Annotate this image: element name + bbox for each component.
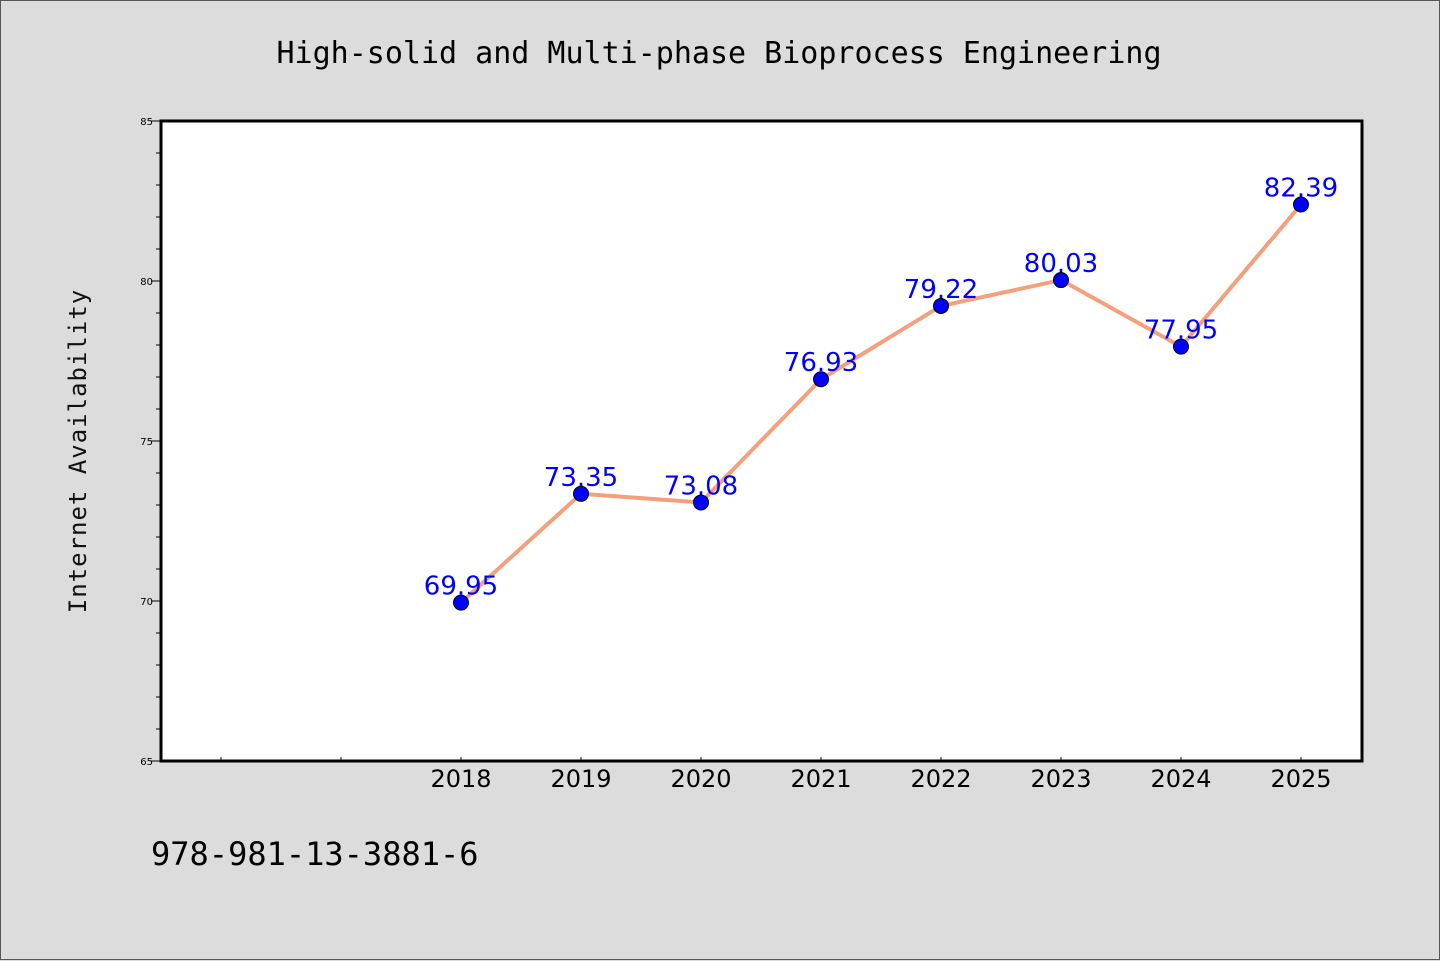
data-point [933, 297, 949, 314]
data-label: 77.95 [1144, 316, 1218, 346]
y-axis-label: Internet Availability [64, 289, 92, 613]
data-point [813, 371, 829, 388]
y-tick-label: 85 [140, 117, 153, 128]
data-point [573, 485, 589, 502]
x-tick-label: 2020 [670, 765, 731, 793]
y-tick-label: 70 [140, 597, 153, 608]
data-point [1173, 338, 1189, 355]
x-tick-label: 2023 [1030, 765, 1091, 793]
y-tick-label: 75 [140, 437, 153, 448]
data-label: 80.03 [1024, 249, 1098, 279]
data-label: 79.22 [904, 275, 978, 305]
series-line [459, 202, 1303, 605]
data-label: 69.95 [424, 572, 498, 602]
x-tick-label: 2024 [1150, 765, 1211, 793]
data-label: 76.93 [784, 348, 858, 378]
x-tick-label: 2021 [790, 765, 851, 793]
x-tick-label: 2022 [910, 765, 971, 793]
data-labels: 69.95 73.35 73.08 76.93 79.22 80.03 77.95 82.39 [424, 174, 1338, 602]
y-tick-label: 65 [140, 757, 153, 768]
data-point [693, 494, 709, 511]
series-layer [453, 196, 1309, 611]
x-tick-label: 2025 [1270, 765, 1331, 793]
data-point [1293, 196, 1309, 213]
x-tick-label: 2019 [550, 765, 611, 793]
axes: 65 70 75 80 85 2018 2019 2020 2021 2022 2023 2024 20… [140, 117, 1331, 793]
footnote: 978-981-13-3881-6 [151, 835, 479, 873]
chart-title: High-solid and Multi-phase Bioprocess En… [276, 36, 1161, 71]
data-point [1053, 272, 1069, 289]
data-label: 73.35 [544, 463, 618, 493]
y-tick-label: 80 [140, 277, 153, 288]
plot-border [159, 119, 1364, 763]
data-label: 73.08 [664, 471, 738, 501]
x-tick-label: 2018 [430, 765, 491, 793]
data-point [453, 594, 469, 611]
data-label: 82.39 [1264, 174, 1338, 204]
